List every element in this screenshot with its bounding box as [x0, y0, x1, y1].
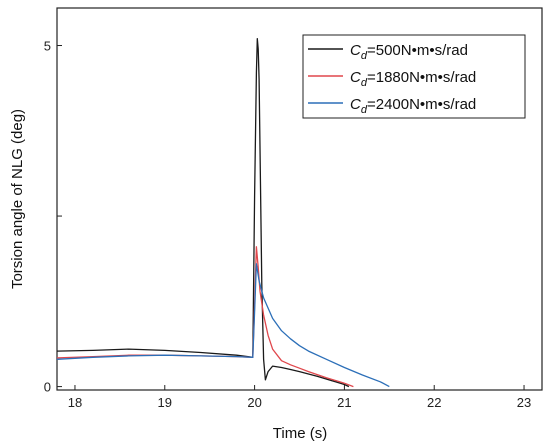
- x-tick-label: 22: [427, 395, 441, 410]
- x-tick-label: 21: [337, 395, 351, 410]
- x-tick-label: 19: [158, 395, 172, 410]
- plot-frame: [56, 7, 543, 391]
- tick-layer: 18 19 20 21 22 23 0 5: [44, 39, 532, 410]
- y-tick-label: 0: [44, 380, 51, 395]
- series-line-3: [56, 263, 390, 388]
- legend: Cd=500N•m•s/rad Cd=1880N•m•s/rad Cd=2400N•…: [302, 34, 526, 119]
- legend-label-1: Cd=500N•m•s/rad: [350, 42, 468, 62]
- legend-label-3: Cd=2400N•m•s/rad: [350, 96, 476, 116]
- series-line-1: [56, 38, 350, 388]
- x-tick-label: 18: [68, 395, 82, 410]
- legend-label-2: Cd=1880N•m•s/rad: [350, 69, 476, 89]
- x-tick-label: 23: [517, 395, 531, 410]
- series-layer: [56, 38, 390, 388]
- x-axis-title: Time (s): [273, 425, 327, 442]
- y-axis-title: Torsion angle of NLG (deg): [9, 109, 26, 289]
- y-tick-label: 5: [44, 39, 51, 54]
- series-line-2: [56, 246, 354, 388]
- x-tick-label: 20: [247, 395, 261, 410]
